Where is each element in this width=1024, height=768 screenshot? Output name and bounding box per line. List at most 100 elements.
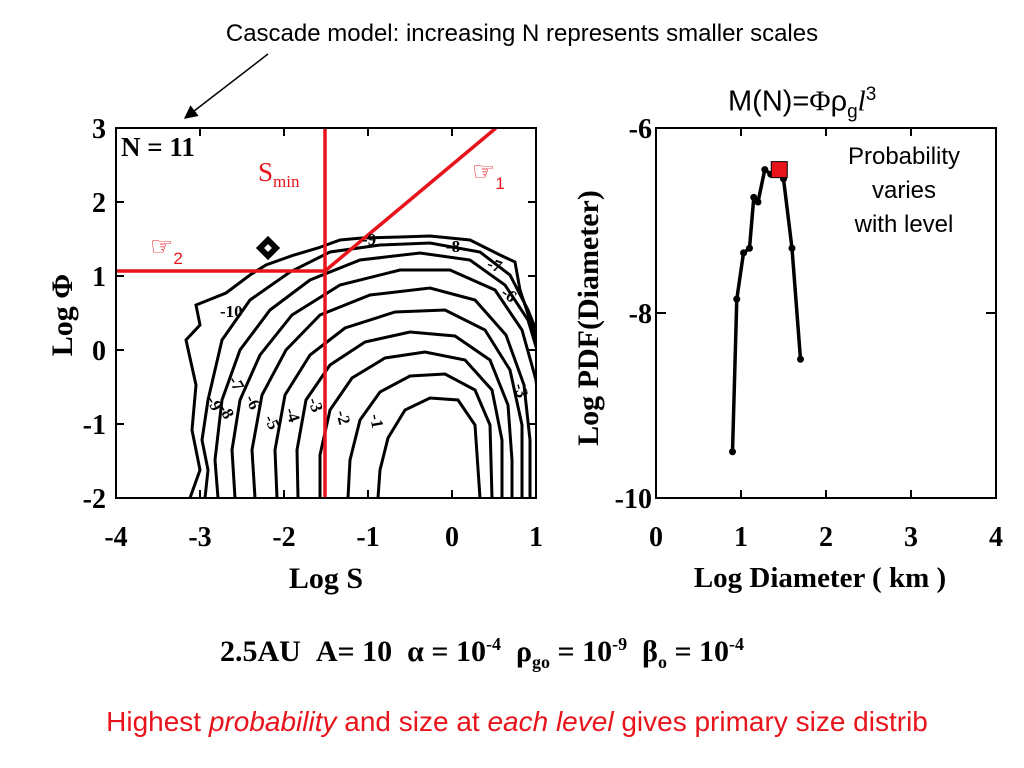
contour-label: -9	[362, 230, 376, 249]
contour-line	[230, 268, 536, 498]
contour-label: -1	[366, 412, 387, 429]
data-point	[761, 166, 769, 174]
contour-line	[259, 239, 277, 257]
contour-line	[200, 241, 536, 498]
plot-frame	[115, 127, 537, 499]
max-probability-marker	[770, 161, 788, 179]
probability-note-line: with level	[854, 211, 954, 238]
contour-label: -4	[281, 405, 304, 425]
caption-part: gives primary size distrib	[613, 706, 928, 737]
contour-line	[346, 372, 494, 498]
caption-part: and size at	[336, 706, 488, 737]
data-point	[754, 198, 762, 206]
header-title: Cascade model: increasing N represents s…	[225, 20, 819, 47]
x-tick-label: 4	[989, 522, 1003, 553]
contour-label: -7	[485, 254, 505, 277]
param-rho-exp: -9	[612, 634, 628, 654]
mass-formula: M(N)=Φρgl3	[728, 84, 876, 123]
param-rho-rest: = 10	[550, 635, 613, 668]
pdf-plot: 0 1 2 3 4 -6 -8 -10 Log Diameter ( km ) Log PDF…	[572, 114, 1003, 594]
param-a: A= 10	[315, 635, 393, 668]
line2-sub: 2	[173, 249, 182, 268]
param-beta: β	[642, 635, 658, 668]
x-tick-label: 1	[734, 522, 748, 553]
formula-ell: l	[857, 85, 866, 118]
bottom-caption: Highest probability and size at each lev…	[0, 706, 1024, 738]
line-1	[323, 128, 498, 273]
probability-note-line: Probability	[847, 143, 961, 170]
param-beta-exp: -4	[729, 634, 745, 654]
param-rho: ρ	[515, 635, 533, 668]
smin-s: S	[258, 157, 273, 187]
param-beta-sub: o	[657, 652, 667, 672]
contour-label: -6	[241, 392, 264, 413]
data-point	[788, 244, 796, 252]
y-tick-label: -10	[615, 484, 652, 515]
contour-label: -3	[510, 381, 532, 400]
x-tick-label: -1	[356, 522, 379, 553]
panel-label: N = 11	[121, 132, 195, 162]
contour-label: -3	[304, 395, 327, 415]
formula-exp: 3	[865, 84, 877, 105]
y-tick-label: 1	[92, 262, 106, 293]
series-points	[729, 166, 804, 456]
title-arrow	[183, 53, 269, 119]
y-tick-label: 0	[92, 336, 106, 367]
param-alpha: α = 10	[407, 635, 486, 668]
param-au: 2.5AU	[220, 635, 301, 668]
formula-prefix: M(N)=	[728, 85, 810, 118]
data-point	[797, 355, 804, 363]
y-tick-label: -8	[629, 299, 652, 330]
smin-sub: min	[273, 172, 300, 191]
pointing-hand-icon: ☞	[150, 232, 173, 261]
contour-line	[273, 308, 524, 498]
y-tick-label: 2	[92, 188, 106, 219]
y-tick-label: 3	[92, 114, 106, 145]
data-point	[746, 244, 753, 252]
formula-phi: Φ	[809, 85, 831, 118]
data-point	[750, 193, 758, 201]
contour-line	[213, 251, 536, 498]
contour-line	[295, 330, 514, 498]
x-tick-label: 3	[904, 522, 918, 553]
contour-line	[376, 396, 482, 498]
x-tick-label: -4	[104, 522, 127, 553]
x-tick-label: 2	[819, 522, 833, 553]
contour-label: -8	[446, 237, 460, 256]
probability-note: Probability varies with level	[835, 140, 973, 242]
line1-label: ☞1	[472, 157, 505, 193]
y-tick-label: -1	[83, 410, 106, 441]
x-tick-label: -2	[272, 522, 295, 553]
contour-line	[255, 235, 281, 261]
caption-emphasis: probability	[208, 706, 337, 737]
x-axis-label: Log S	[289, 562, 363, 595]
right-axis-ticks: 0 1 2 3 4 -6 -8 -10	[615, 114, 1003, 553]
data-point	[729, 448, 736, 456]
caption-emphasis: each level	[487, 706, 614, 737]
x-tick-label: -3	[188, 522, 211, 553]
param-alpha-exp: -4	[485, 634, 501, 654]
contour-label: -10	[220, 302, 243, 321]
contour-label: -2	[332, 408, 354, 427]
smin-label: Smin	[258, 157, 300, 191]
data-point	[740, 249, 748, 257]
y-tick-label: -6	[629, 114, 652, 145]
caption-part: Highest	[106, 706, 209, 737]
param-beta-rest: = 10	[666, 635, 730, 668]
pointing-hand-icon: ☞	[472, 157, 495, 186]
x-tick-label: 0	[649, 522, 663, 553]
plot-frame	[655, 127, 997, 499]
contour-plot: -10 -8 -7 -6 -3 -9 -1 -2 -3 -4 -5 -6 -7 …	[46, 114, 543, 595]
line1-sub: 1	[495, 174, 504, 193]
formula-rho-sub: g	[847, 101, 858, 123]
x-tick-label: 0	[445, 522, 459, 553]
y-axis-label: Log PDF(Diameter)	[572, 190, 605, 446]
data-point	[733, 295, 741, 303]
param-rho-sub: go	[532, 652, 551, 672]
y-tick-label: -2	[83, 484, 106, 515]
contour-line	[250, 286, 532, 498]
contour-line	[184, 234, 536, 498]
parameters-line: 2.5AU A= 10 α = 10-4 ρgo = 10-9 βo = 10-…	[220, 634, 744, 673]
series-line	[730, 167, 803, 452]
